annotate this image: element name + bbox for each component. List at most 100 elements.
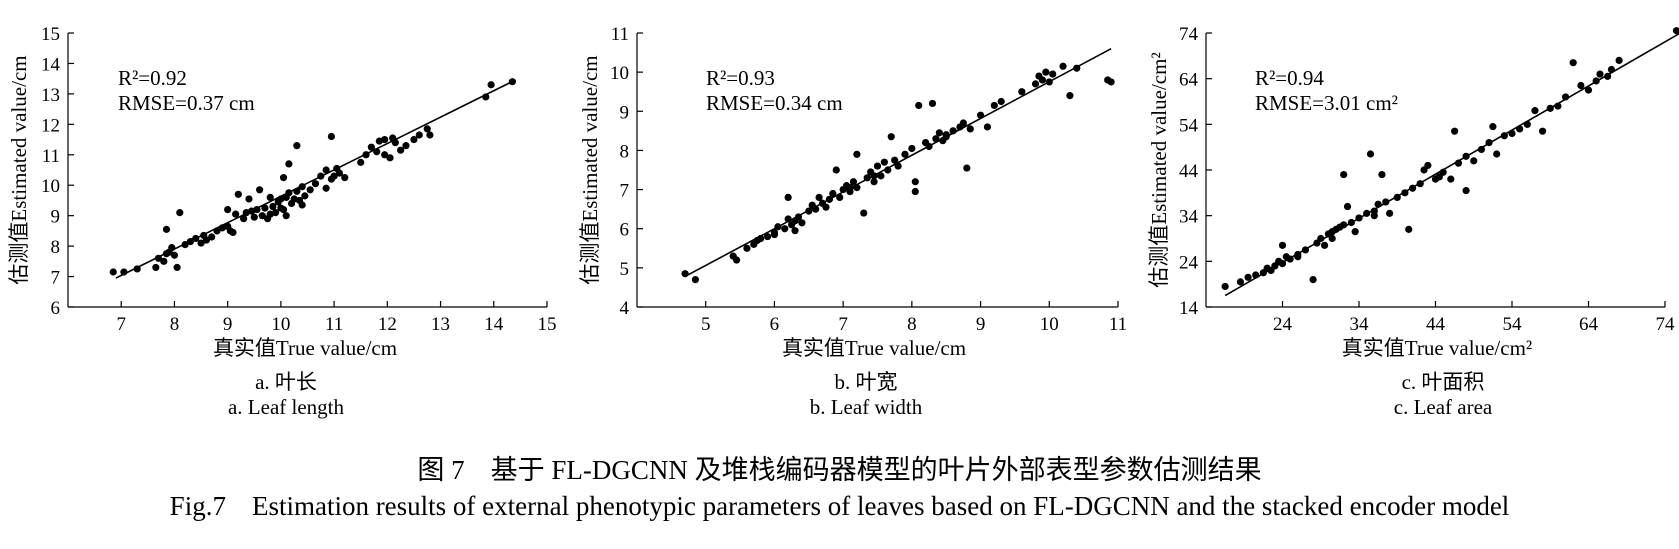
y-tick-label: 15 [41, 24, 60, 45]
data-point [415, 131, 423, 139]
data-point [1569, 59, 1577, 67]
data-point [1340, 170, 1348, 179]
data-point [327, 132, 336, 141]
data-point [285, 160, 293, 168]
x-ticks: 7 8 9 10 11 12 13 14 15 [116, 301, 557, 335]
data-point [887, 133, 895, 141]
data-point [250, 213, 258, 221]
subtitle-en: a. Leaf length [228, 395, 345, 419]
data-point [330, 172, 338, 180]
data-point [301, 192, 309, 200]
y-tick-label: 24 [1179, 252, 1199, 273]
data-point [367, 143, 375, 151]
data-point [733, 256, 741, 264]
data-point [426, 131, 434, 139]
x-axis-label: 真实值True value/cm² [1342, 336, 1532, 360]
x-tick-label: 12 [378, 314, 397, 335]
data-point [770, 230, 779, 239]
regression-line [1224, 32, 1679, 297]
data-point [908, 144, 916, 153]
x-tick-label: 14 [484, 314, 504, 335]
y-tick-label: 8 [620, 141, 630, 162]
data-point [261, 204, 269, 212]
x-tick-label: 9 [223, 314, 233, 335]
data-point [381, 135, 389, 144]
data-point [798, 219, 806, 227]
y-tick-label: 74 [1179, 24, 1199, 45]
subtitle-en: c. Leaf area [1394, 395, 1493, 419]
x-tick-label: 7 [116, 314, 126, 335]
data-point [1104, 76, 1112, 84]
data-point [1018, 88, 1026, 96]
data-point [1378, 170, 1386, 179]
x-tick-label: 7 [838, 314, 848, 335]
data-point [1489, 123, 1497, 131]
data-point [1236, 278, 1245, 286]
data-point [901, 150, 909, 158]
data-point [1328, 234, 1336, 243]
figure-caption-en: Fig.7 Estimation results of external phen… [0, 491, 1679, 522]
data-point [208, 233, 216, 241]
data-point [162, 225, 171, 233]
data-point [1493, 150, 1501, 158]
x-tick-label: 74 [1656, 314, 1676, 335]
data-point [1531, 107, 1539, 115]
data-point [357, 158, 365, 166]
x-tick-label: 24 [1273, 314, 1293, 335]
data-point [1451, 127, 1459, 135]
y-tick-label: 14 [1179, 298, 1199, 319]
subtitle-cn: b. 叶宽 [835, 370, 898, 394]
y-tick-label: 9 [51, 207, 61, 228]
data-point [170, 251, 179, 259]
y-tick-label: 64 [1179, 70, 1199, 91]
data-point [381, 151, 389, 159]
x-tick-label: 64 [1579, 314, 1599, 335]
y-tick-label: 9 [620, 102, 630, 123]
caption-cn-text: 基于 FL-DGCNN 及堆栈编码器模型的叶片外部表型参数估测结果 [490, 455, 1262, 485]
data-point [1351, 228, 1359, 236]
data-point [873, 162, 882, 170]
data-point [197, 239, 205, 247]
x-tick-label: 44 [1426, 314, 1446, 335]
x-tick-label: 8 [170, 314, 180, 335]
y-tick-label: 44 [1179, 161, 1199, 182]
x-tick-label: 10 [1040, 314, 1059, 335]
data-point [1539, 127, 1547, 135]
y-axis-label: 估测值Estimated value/cm² [1147, 52, 1171, 288]
y-tick-label: 11 [611, 24, 629, 45]
x-tick-label: 6 [770, 314, 780, 335]
data-point [784, 193, 792, 201]
data-point [293, 142, 301, 150]
data-point [279, 174, 288, 182]
y-tick-label: 6 [51, 298, 61, 319]
rmse-label: RMSE=3.01 cm² [1255, 91, 1398, 115]
data-point [983, 123, 992, 131]
data-point [963, 164, 971, 172]
data-point [266, 193, 274, 201]
data-point [279, 205, 288, 214]
data-point [1038, 76, 1047, 84]
data-point [1066, 92, 1074, 100]
data-point [271, 209, 280, 217]
r2-label: R²=0.93 [706, 66, 775, 90]
y-tick-label: 10 [610, 63, 629, 84]
data-point [160, 257, 168, 265]
figure-panels: 7 8 9 10 11 12 13 14 15 6 7 8 9 10 11 12 13 14 15 R²=0.92… [7, 24, 1679, 419]
data-point [791, 227, 799, 235]
data-point [870, 178, 878, 186]
y-tick-label: 12 [41, 115, 60, 136]
data-point [935, 129, 943, 137]
data-point [282, 212, 290, 220]
data-point [176, 209, 184, 217]
x-axis-label: 真实值True value/cm [782, 336, 966, 360]
x-tick-label: 8 [907, 314, 917, 335]
data-point [880, 158, 888, 166]
data-point [386, 154, 394, 162]
data-point [1042, 68, 1050, 76]
data-point [341, 174, 349, 182]
rmse-label: RMSE=0.37 cm [118, 91, 255, 115]
data-point [1278, 241, 1287, 249]
data-point [1405, 225, 1413, 233]
data-point [997, 97, 1005, 106]
caption-en-text: Estimation results of external phenotypi… [251, 491, 1510, 521]
